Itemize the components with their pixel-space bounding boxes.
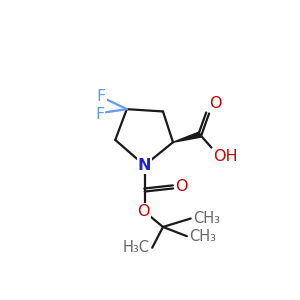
Text: O: O: [137, 204, 150, 219]
Text: CH₃: CH₃: [193, 211, 220, 226]
Text: O: O: [209, 97, 222, 112]
Text: O: O: [175, 179, 188, 194]
Polygon shape: [173, 132, 201, 142]
Text: OH: OH: [213, 149, 238, 164]
Text: H₃C: H₃C: [123, 240, 150, 255]
Text: CH₃: CH₃: [189, 229, 216, 244]
Text: F: F: [95, 107, 104, 122]
Text: N: N: [138, 158, 151, 173]
Text: F: F: [97, 88, 106, 104]
